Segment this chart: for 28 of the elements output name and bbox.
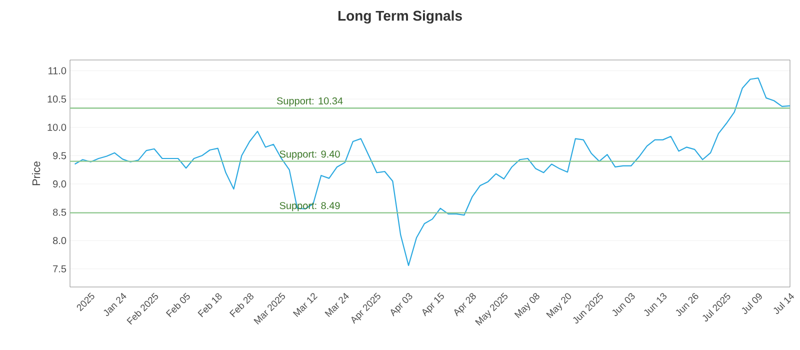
y-tick-label: 8.5 (53, 208, 66, 216)
y-tick-label: 8.0 (53, 237, 66, 244)
y-tick-label: 7.5 (53, 265, 66, 272)
ref-line-label: Support: 10.34 (276, 97, 343, 106)
ref-line-label: Support: 9.40 (280, 150, 340, 160)
x-tick-label: Mar 24 (324, 292, 349, 318)
y-axis-title: Price (32, 161, 40, 186)
x-tick-label: Jun 13 (644, 293, 667, 316)
x-tick-label: Jan 24 (104, 292, 126, 316)
x-tick-label: May 20 (546, 293, 571, 318)
y-tick-label: 9.0 (53, 180, 66, 188)
x-tick-label: Jul 09 (742, 293, 762, 314)
x-tick-label: Feb 18 (198, 293, 222, 318)
x-tick-label: Jul 14 (774, 293, 794, 314)
x-tick-label: Apr 15 (422, 292, 444, 316)
y-tick-label: 10.5 (48, 96, 66, 103)
x-tick-label: Feb 28 (229, 293, 254, 318)
x-tick-label: Mar 12 (292, 293, 318, 318)
x-tick-label: Apr 28 (454, 293, 476, 316)
y-tick-label: 10.0 (48, 124, 66, 131)
x-tick-label: Jun 03 (612, 293, 635, 316)
x-tick-label: May 08 (514, 293, 540, 318)
chart-title: Long Term Signals (338, 10, 462, 24)
y-tick-label: 9.5 (53, 152, 66, 160)
x-tick-label: Feb 05 (166, 292, 190, 318)
x-tick-label: Apr 03 (390, 293, 412, 316)
y-tick-label: 11.0 (48, 67, 66, 74)
x-tick-label: Jun 26 (676, 293, 698, 316)
